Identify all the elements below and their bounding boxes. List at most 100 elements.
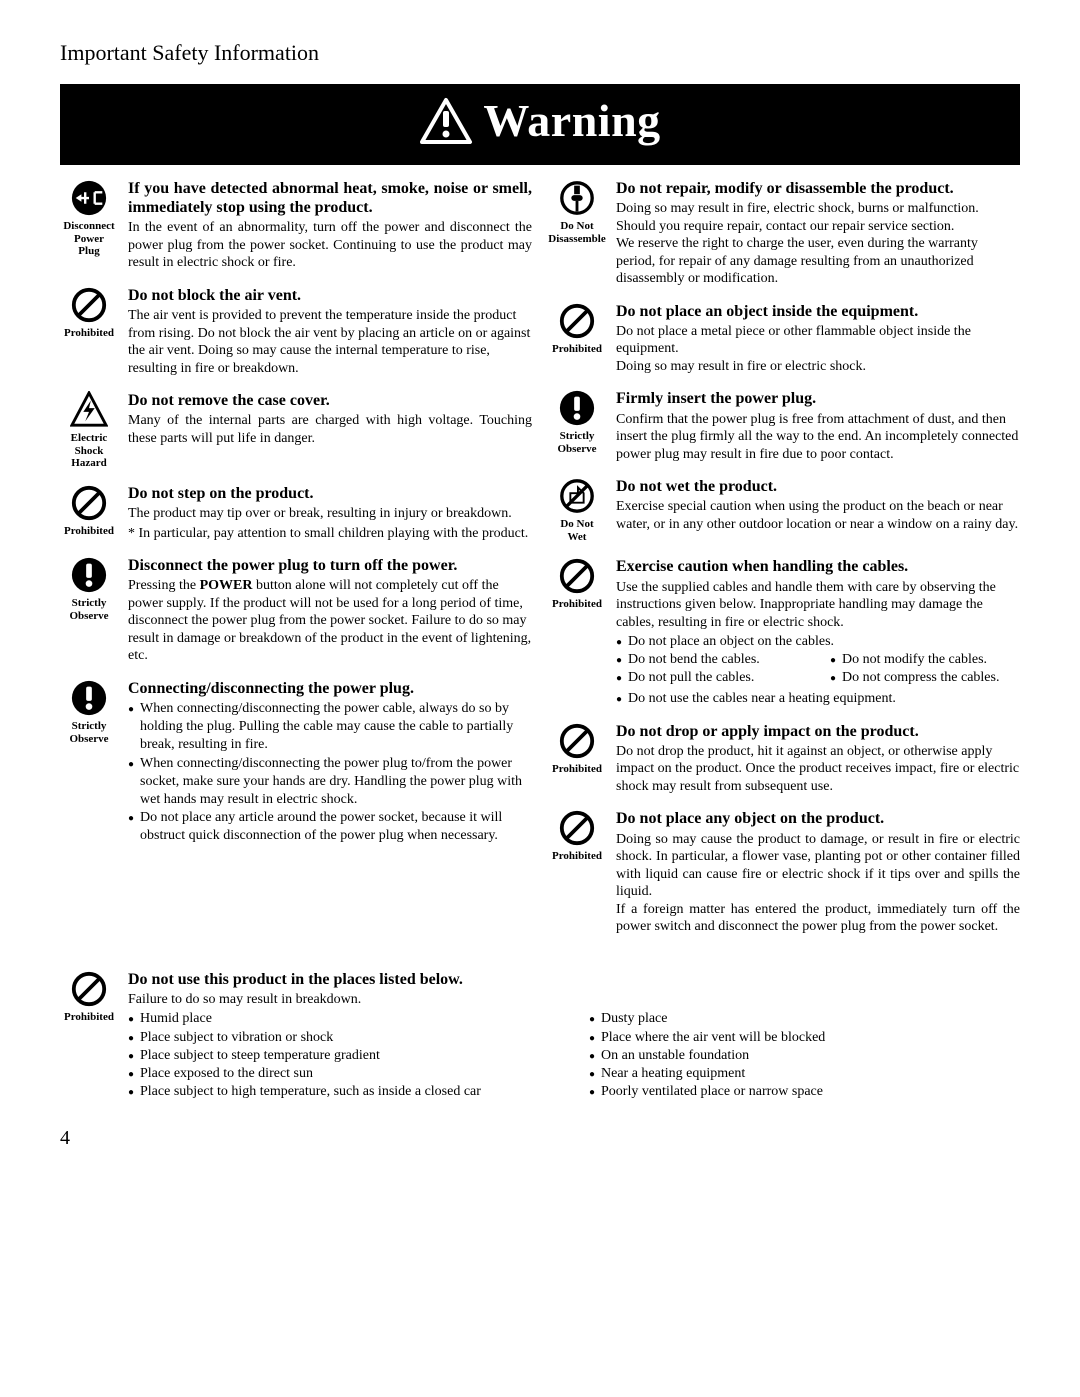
item-title: If you have detected abnormal heat, smok…: [128, 179, 532, 217]
list-item: Humid place: [128, 1010, 559, 1028]
item-do-not-wet: Do NotWet Do not wet the product. Exerci…: [548, 477, 1020, 543]
icon-label: Prohibited: [552, 343, 602, 355]
item-text: Use the supplied cables and handle them …: [616, 579, 1020, 632]
right-column: Do NotDisassemble Do not repair, modify …: [548, 179, 1020, 950]
prohibited-icon: [558, 809, 596, 847]
icon-label: Prohibited: [64, 1011, 114, 1023]
item-title: Exercise caution when handling the cable…: [616, 557, 1020, 576]
list-item: When connecting/disconnecting the power …: [128, 700, 532, 755]
item-text: Do not place a metal piece or other flam…: [616, 323, 1020, 376]
item-do-not-repair: Do NotDisassemble Do not repair, modify …: [548, 179, 1020, 288]
item-title: Do not step on the product.: [128, 484, 532, 503]
list-item: When connecting/disconnecting the power …: [128, 755, 532, 810]
item-connecting-plug: StrictlyObserve Connecting/disconnecting…: [60, 679, 532, 846]
list-item: Do not pull the cables.: [616, 669, 806, 687]
item-title: Do not place an object inside the equipm…: [616, 302, 1020, 321]
list-item: Do not use the cables near a heating equ…: [616, 690, 1020, 708]
item-places-not-use: Prohibited Do not use this product in th…: [60, 970, 1020, 1102]
bullet-list: When connecting/disconnecting the power …: [128, 700, 532, 846]
list-item: Place subject to vibration or shock: [128, 1029, 559, 1047]
item-object-inside: Prohibited Do not place an object inside…: [548, 302, 1020, 376]
do-not-wet-icon: [558, 477, 596, 515]
banner-text: Warning: [483, 94, 660, 147]
item-object-on-product: Prohibited Do not place any object on th…: [548, 809, 1020, 935]
icon-label: ElectricShockHazard: [71, 432, 108, 469]
list-item: Poorly ventilated place or narrow space: [589, 1083, 1020, 1101]
item-title: Connecting/disconnecting the power plug.: [128, 679, 532, 698]
list-item: Do not place any article around the powe…: [128, 809, 532, 845]
item-title: Do not use this product in the places li…: [128, 970, 1020, 989]
icon-label: StrictlyObserve: [69, 597, 108, 622]
warning-banner: Warning: [60, 84, 1020, 165]
item-title: Firmly insert the power plug.: [616, 389, 1020, 408]
item-text: Failure to do so may result in breakdown…: [128, 991, 1020, 1009]
item-text: Doing so may result in fire, electric sh…: [616, 200, 1020, 288]
item-cables: Prohibited Exercise caution when handlin…: [548, 557, 1020, 707]
page-number: 4: [60, 1127, 1020, 1150]
bullet-list-right: Dusty place Place where the air vent wil…: [589, 1010, 1020, 1101]
item-abnormal-heat: DisconnectPowerPlug If you have detected…: [60, 179, 532, 272]
icon-label: Prohibited: [552, 850, 602, 862]
list-item: Do not bend the cables.: [616, 651, 806, 669]
item-text: Pressing the POWER button alone will not…: [128, 577, 532, 665]
prohibited-icon: [558, 722, 596, 760]
icon-label: Prohibited: [552, 598, 602, 610]
bullet-list: Do not use the cables near a heating equ…: [616, 690, 1020, 708]
icon-label: DisconnectPowerPlug: [63, 220, 114, 257]
item-title: Do not repair, modify or disassemble the…: [616, 179, 1020, 198]
strictly-observe-icon: [558, 389, 596, 427]
item-step-on: Prohibited Do not step on the product. T…: [60, 484, 532, 542]
list-item: Do not compress the cables.: [830, 669, 1020, 687]
list-item: Place subject to high temperature, such …: [128, 1083, 559, 1101]
item-text: Exercise special caution when using the …: [616, 498, 1020, 533]
icon-label: StrictlyObserve: [69, 720, 108, 745]
bullet-list-left: Humid place Place subject to vibration o…: [128, 1010, 559, 1101]
prohibited-icon: [70, 970, 108, 1008]
list-item: Do not place an object on the cables.: [616, 633, 1020, 651]
list-item: On an unstable foundation: [589, 1047, 1020, 1065]
item-title: Do not wet the product.: [616, 477, 1020, 496]
item-text: Many of the internal parts are charged w…: [128, 412, 532, 447]
icon-label: Prohibited: [552, 763, 602, 775]
item-title: Do not place any object on the product.: [616, 809, 1020, 828]
list-item: Dusty place: [589, 1010, 1020, 1028]
strictly-observe-icon: [70, 679, 108, 717]
item-insert-plug: StrictlyObserve Firmly insert the power …: [548, 389, 1020, 463]
item-do-not-drop: Prohibited Do not drop or apply impact o…: [548, 722, 1020, 796]
item-text: The product may tip over or break, resul…: [128, 505, 532, 523]
prohibited-icon: [558, 302, 596, 340]
item-title: Disconnect the power plug to turn off th…: [128, 556, 532, 575]
do-not-disassemble-icon: [558, 179, 596, 217]
strictly-observe-icon: [70, 556, 108, 594]
prohibited-icon: [558, 557, 596, 595]
item-footnote: * In particular, pay attention to small …: [128, 525, 532, 543]
item-text: Confirm that the power plug is free from…: [616, 411, 1020, 464]
bullet-list: Do not place an object on the cables.: [616, 633, 1020, 651]
item-text: Doing so may cause the product to damage…: [616, 831, 1020, 936]
prohibited-icon: [70, 286, 108, 324]
item-text: The air vent is provided to prevent the …: [128, 307, 532, 377]
item-title: Do not block the air vent.: [128, 286, 532, 305]
item-title: Do not remove the case cover.: [128, 391, 532, 410]
list-item: Place subject to steep temperature gradi…: [128, 1047, 559, 1065]
icon-label: Prohibited: [64, 525, 114, 537]
bullet-pair: Do not bend the cables. Do not modify th…: [616, 651, 1020, 669]
page-heading: Important Safety Information: [60, 40, 1020, 66]
item-text: In the event of an abnormality, turn off…: [128, 219, 532, 272]
item-disconnect-power: StrictlyObserve Disconnect the power plu…: [60, 556, 532, 665]
icon-label: Prohibited: [64, 327, 114, 339]
left-column: DisconnectPowerPlug If you have detected…: [60, 179, 532, 950]
warning-triangle-icon: [419, 97, 473, 145]
bullet-pair: Do not pull the cables. Do not compress …: [616, 669, 1020, 687]
item-text: Do not drop the product, hit it against …: [616, 743, 1020, 796]
disconnect-plug-icon: [70, 179, 108, 217]
list-item: Near a heating equipment: [589, 1065, 1020, 1083]
item-air-vent: Prohibited Do not block the air vent. Th…: [60, 286, 532, 377]
icon-label: StrictlyObserve: [557, 430, 596, 455]
list-item: Do not modify the cables.: [830, 651, 1020, 669]
item-case-cover: ElectricShockHazard Do not remove the ca…: [60, 391, 532, 470]
item-title: Do not drop or apply impact on the produ…: [616, 722, 1020, 741]
prohibited-icon: [70, 484, 108, 522]
icon-label: Do NotDisassemble: [548, 220, 605, 245]
list-item: Place where the air vent will be blocked: [589, 1029, 1020, 1047]
